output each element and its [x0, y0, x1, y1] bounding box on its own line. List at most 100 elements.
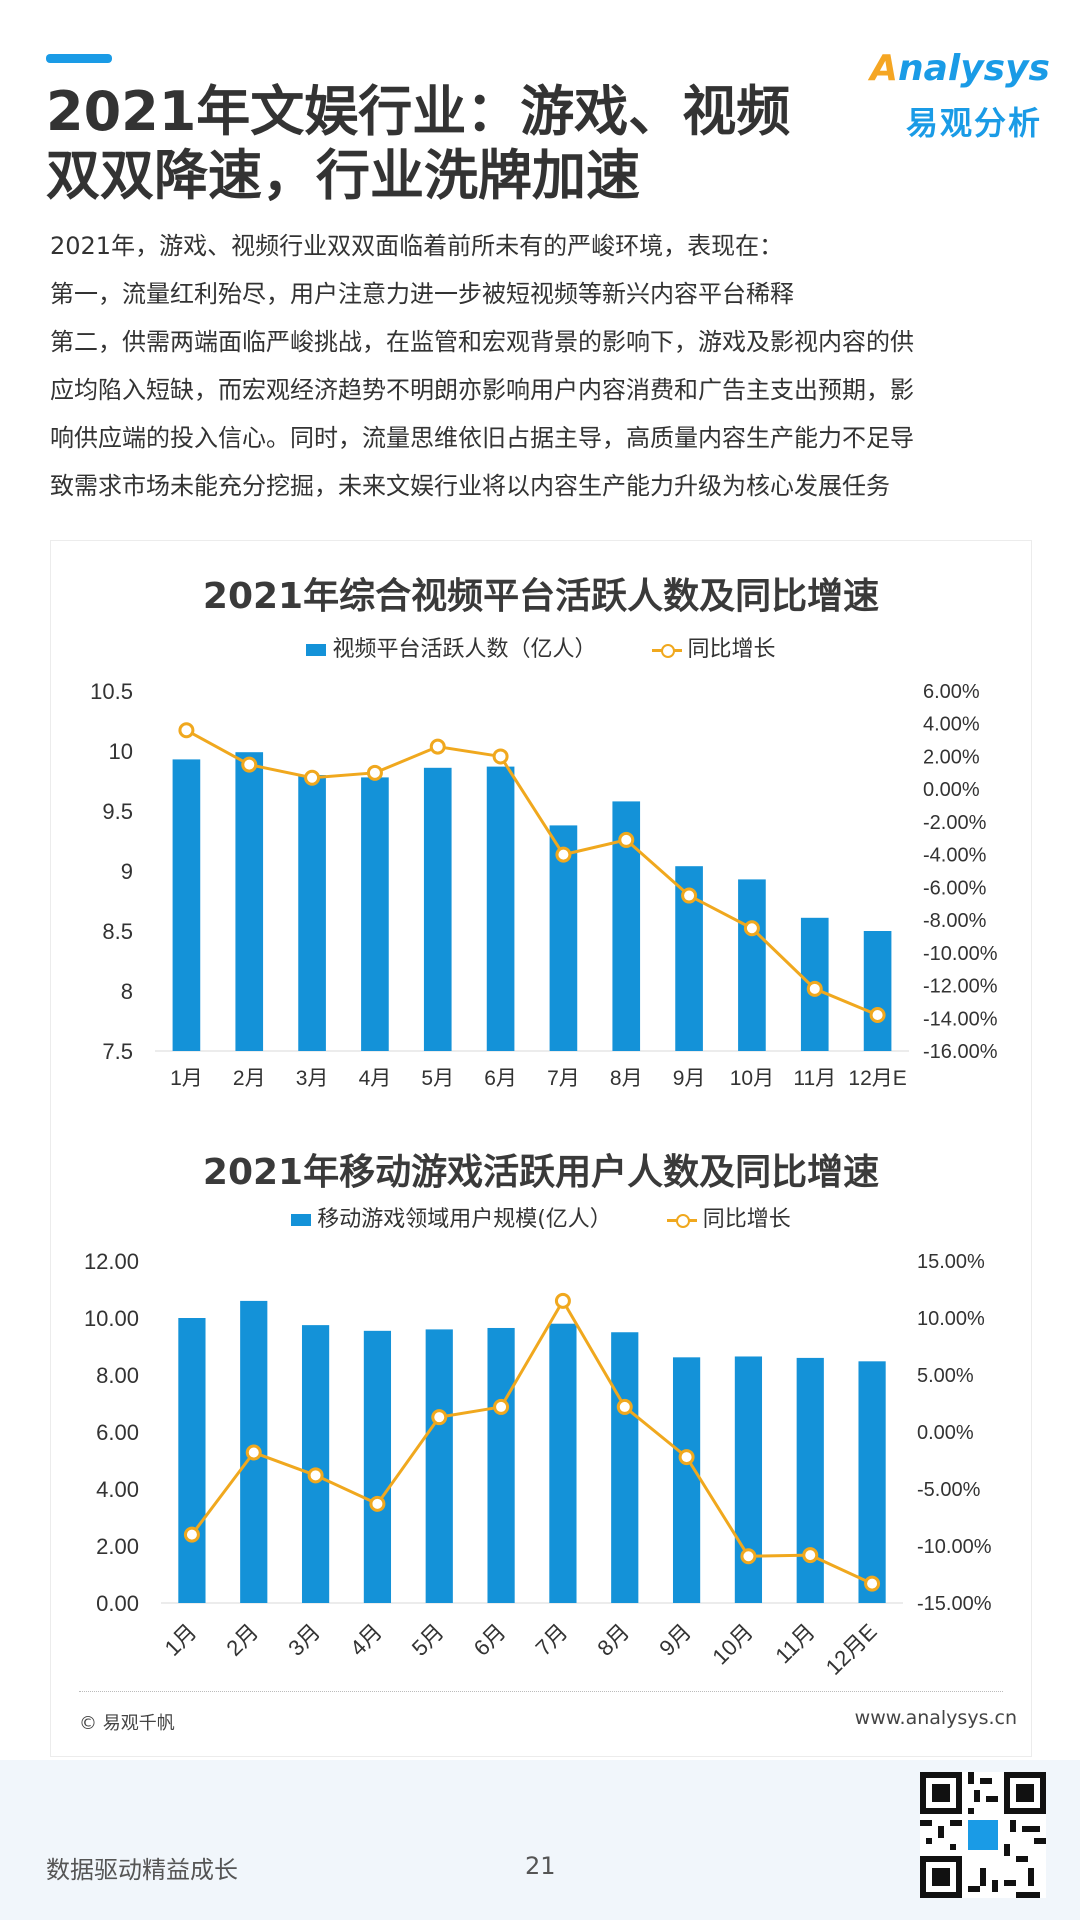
title-line-2: 双双降速，行业洗牌加速	[46, 144, 640, 207]
growth-point	[618, 831, 635, 848]
x-tick-label: 12月E	[821, 1619, 882, 1680]
legend-bar-label: 移动游戏领域用户规模(亿人）	[317, 1207, 612, 1232]
data-bar	[796, 1357, 824, 1603]
growth-point	[678, 1449, 695, 1466]
x-tick-label: 9月	[654, 1619, 696, 1661]
x-tick-label: 11月	[770, 1619, 819, 1668]
data-bar	[172, 759, 201, 1051]
website-link[interactable]: www.analysys.cn	[854, 1707, 1017, 1729]
growth-point	[616, 1398, 633, 1415]
growth-point	[369, 1495, 386, 1512]
intro-line: 响供应端的投入信心。同时，流量思维依旧占据主导，高质量内容生产能力不足导	[50, 424, 914, 452]
y-left-tick-label: 2.00	[96, 1534, 139, 1559]
data-bar	[301, 1325, 330, 1603]
x-tick-label: 7月	[531, 1619, 573, 1661]
data-bar	[361, 777, 389, 1051]
y-left-tick-label: 6.00	[96, 1420, 139, 1445]
intro-line: 应均陷入短缺，而宏观经济趋势不明朗亦影响用户内容消费和广告主支出预期，影	[50, 376, 914, 404]
y-left-tick-label: 7.5	[102, 1039, 133, 1064]
legend-item-line: 同比增长	[666, 1201, 791, 1233]
growth-point	[307, 1467, 324, 1484]
x-tick-label: 4月	[359, 1067, 392, 1090]
data-bar	[423, 767, 452, 1051]
chart-2-title: 2021年移动游戏活跃用户人数及同比增速	[202, 1152, 880, 1193]
x-tick-label: 8月	[592, 1619, 634, 1661]
data-bar	[738, 879, 766, 1051]
y-right-tick-label: 0.00%	[917, 1422, 974, 1444]
y-right-tick-label: -10.00%	[923, 943, 998, 965]
growth-point	[241, 756, 258, 773]
data-bar	[672, 1357, 701, 1603]
chart-1-legend: 视频平台活跃人数（亿人） 同比增长	[51, 631, 1031, 663]
chart-2-mobile-game: 0.00 2.00 4.00 6.00 8.00 10.00 12.00 -15.00% -10…	[84, 1249, 992, 1680]
growth-point	[864, 1575, 881, 1592]
y-left-tick-label: 12.00	[84, 1249, 139, 1274]
y-right-tick-label: 6.00%	[923, 681, 980, 703]
legend-line-swatch	[651, 643, 682, 658]
data-bar	[487, 1327, 515, 1603]
legend-item-bar: 移动游戏领域用户规模(亿人）	[291, 1201, 612, 1233]
y-left-tick-label: 9.5	[102, 799, 133, 824]
growth-point	[183, 1526, 200, 1543]
page-title: 2021年文娱行业：游戏、视频 双双降速，行业洗牌加速	[46, 80, 866, 208]
y-right-tick-label: -4.00%	[923, 845, 987, 867]
growth-line	[185, 728, 879, 1017]
y-right-tick-label: -14.00%	[923, 1008, 998, 1030]
y-right-tick-label: -12.00%	[923, 976, 998, 998]
growth-point	[740, 1548, 757, 1565]
growth-point	[178, 722, 195, 739]
growth-point	[431, 1409, 448, 1426]
intro-line: 致需求市场未能充分挖掘，未来文娱行业将以内容生产能力升级为核心发展任务	[50, 472, 890, 500]
legend-bar-swatch	[306, 644, 327, 656]
y-left-tick-label: 10.5	[90, 679, 133, 704]
y-right-tick-label: 0.00%	[923, 779, 980, 801]
growth-point	[806, 980, 823, 997]
growth-point	[554, 1292, 571, 1309]
data-bar	[178, 1318, 206, 1603]
analysys-logo: Analysys 易观分析	[860, 48, 1050, 148]
x-tick-label: 4月	[345, 1619, 387, 1661]
legend-bar-label: 视频平台活跃人数（亿人）	[332, 637, 597, 662]
growth-point	[429, 738, 446, 755]
y-left-tick-label: 8.00	[96, 1363, 139, 1388]
y-right-tick-label: -5.00%	[917, 1479, 981, 1501]
growth-line	[190, 1297, 873, 1585]
data-bar	[425, 1329, 453, 1603]
y-right-tick-label: -15.00%	[917, 1593, 992, 1615]
x-tick-label: 10月	[730, 1067, 774, 1090]
intro-line: 第一，流量红利殆尽，用户注意力进一步被短视频等新兴内容平台稀释	[50, 280, 794, 308]
x-tick-label: 1月	[170, 1067, 203, 1090]
panel-divider	[79, 1691, 1003, 1692]
footer-background	[0, 1760, 1080, 1920]
logo-wordmark: Analysys	[870, 48, 1050, 89]
chart-1-video-platform: 7.5 8 8.5 9 9.5 10 10.5 -16.00% -14.00% -12.00% -1…	[90, 679, 998, 1090]
data-bar	[611, 1332, 639, 1603]
y-left-tick-label: 10.00	[84, 1306, 139, 1331]
y-right-tick-label: -16.00%	[923, 1041, 998, 1063]
growth-point	[555, 846, 572, 863]
intro-text: 2021年，游戏、视频行业双双面临着前所未有的严峻环境，表现在： 第一，流量红利…	[50, 222, 1030, 510]
data-bar	[235, 752, 264, 1051]
data-bar	[298, 775, 326, 1051]
logo-rest: nalysys	[897, 48, 1050, 89]
legend-line-label: 同比增长	[687, 637, 776, 662]
y-left-tick-label: 8.5	[102, 919, 133, 944]
y-left-tick-label: 8	[121, 979, 133, 1004]
intro-line: 2021年，游戏、视频行业双双面临着前所未有的严峻环境，表现在：	[50, 232, 784, 260]
y-left-tick-label: 0.00	[96, 1591, 139, 1616]
legend-item-line: 同比增长	[651, 631, 776, 663]
x-tick-label: 8月	[610, 1067, 643, 1090]
copyright: © 易观千帆	[79, 1713, 175, 1734]
y-right-tick-label: -6.00%	[923, 877, 987, 899]
growth-point	[802, 1547, 819, 1564]
data-bar	[549, 1323, 577, 1603]
y-right-tick-label: 15.00%	[917, 1251, 985, 1273]
y-left-tick-label: 10	[109, 739, 133, 764]
x-tick-label: 1月	[160, 1619, 202, 1661]
x-tick-label: 5月	[421, 1067, 454, 1090]
title-accent-bar	[46, 54, 112, 63]
data-bar	[486, 766, 515, 1051]
y-right-tick-label: -2.00%	[923, 812, 987, 834]
data-bar	[363, 1330, 392, 1603]
data-bar	[863, 931, 892, 1051]
